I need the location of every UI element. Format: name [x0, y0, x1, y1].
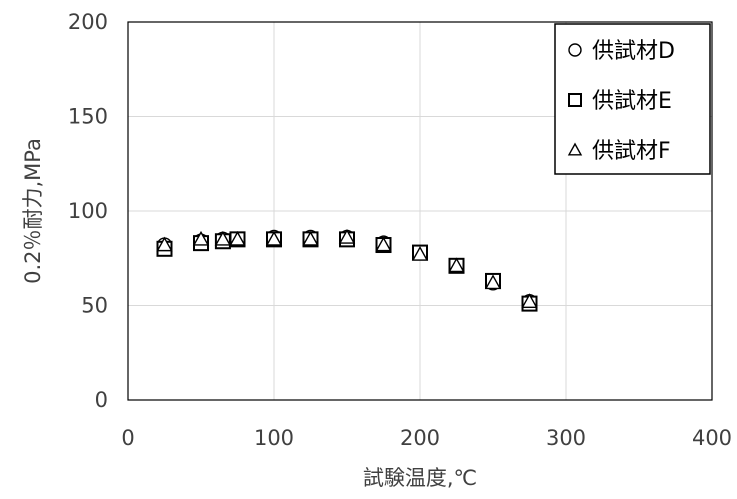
legend-marker-triangle: [567, 142, 583, 156]
data-point-triangle: [229, 230, 246, 246]
x-axis-label: 試験温度,℃: [363, 466, 477, 490]
legend-label: 供試材E: [592, 89, 672, 114]
data-point-triangle: [302, 230, 319, 246]
x-tick-label: 0: [121, 426, 134, 450]
legend-label: 供試材D: [592, 39, 675, 64]
y-axis-tick-labels: 0 50 100 150 200: [68, 10, 108, 412]
data-point-triangle: [448, 257, 465, 273]
data-point-triangle: [214, 230, 232, 246]
data-point-triangle: [192, 230, 210, 246]
y-tick-label: 0: [95, 388, 108, 412]
legend: 供試材D 供試材E 供試材F: [554, 23, 711, 175]
x-tick-label: 200: [400, 426, 440, 450]
data-points: [156, 229, 538, 312]
y-tick-label: 100: [68, 199, 108, 223]
legend-marker-square: [568, 93, 582, 107]
data-point-triangle: [521, 293, 538, 309]
data-point-triangle: [265, 230, 283, 246]
x-tick-label: 400: [692, 426, 732, 450]
plot-area-frame: [127, 21, 713, 401]
data-point-triangle: [156, 236, 173, 252]
x-axis-tick-labels: 0 100 200 300 400: [121, 426, 732, 450]
x-tick-label: 100: [254, 426, 294, 450]
data-point-triangle: [375, 236, 392, 252]
legend-marker-circle: [568, 43, 582, 57]
data-point-triangle: [411, 246, 429, 261]
y-tick-label: 150: [68, 105, 108, 129]
y-tick-label: 200: [68, 10, 108, 34]
legend-label: 供試材F: [592, 139, 671, 164]
y-tick-label: 50: [81, 294, 108, 318]
data-point-triangle: [484, 274, 502, 290]
data-point-triangle: [338, 229, 356, 244]
x-tick-label: 300: [546, 426, 586, 450]
y-axis-label: 0.2％耐力,MPa: [21, 138, 45, 284]
